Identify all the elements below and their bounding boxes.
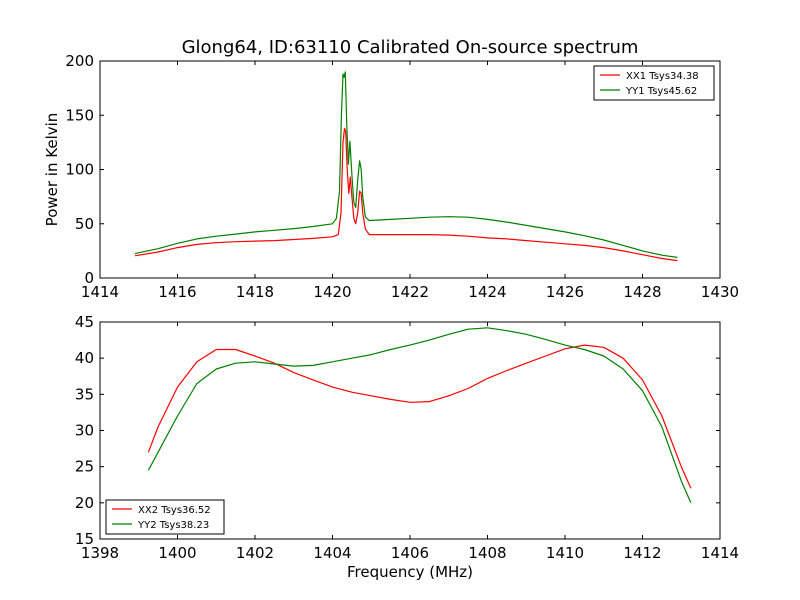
- x-tick-label: 1410: [546, 544, 584, 562]
- y-tick-label: 100: [65, 161, 94, 179]
- x-axis-label: Frequency (MHz): [347, 563, 473, 581]
- legend-box: [593, 65, 715, 101]
- x-tick-label: 1408: [468, 544, 506, 562]
- y-tick-label: 45: [75, 313, 94, 331]
- y-tick-label: 20: [75, 494, 94, 512]
- x-tick-label: 1406: [391, 544, 429, 562]
- bottom-plot-panel: 1398 1400 1402 1404 1406 1408 1410 1412 1414 15 20…: [75, 313, 739, 581]
- y-tick-label: 30: [75, 422, 94, 440]
- x-tick-label: 1412: [623, 544, 661, 562]
- legend-label: YY2 Tsys38.23: [137, 520, 209, 531]
- y-tick-label: 25: [75, 458, 94, 476]
- x-tick-label: 1404: [313, 544, 351, 562]
- y-tick-label: 15: [75, 530, 94, 548]
- x-tick-label: 1414: [701, 544, 739, 562]
- y-tick-label: 0: [84, 269, 94, 287]
- legend: XX2 Tsys36.52 YY2 Tsys38.23: [105, 499, 225, 535]
- series-line-yy1: [134, 71, 678, 258]
- legend-label: XX2 Tsys36.52: [138, 505, 211, 516]
- x-tick-label: 1418: [236, 283, 274, 301]
- y-tick-label: 40: [75, 349, 94, 367]
- series-line-xx2: [147, 344, 692, 489]
- series-line-xx1: [134, 127, 678, 262]
- x-tick-label: 1402: [236, 544, 274, 562]
- x-tick-label: 1426: [546, 283, 584, 301]
- legend-label: XX1 Tsys34.38: [626, 71, 699, 82]
- x-tick-label: 1422: [391, 283, 429, 301]
- legend-label: YY1 Tsys45.62: [625, 86, 697, 97]
- x-tick-label: 1400: [158, 544, 196, 562]
- y-tick-label: 200: [65, 52, 94, 70]
- x-tick-label: 1416: [158, 283, 196, 301]
- x-tick-label: 1424: [468, 283, 506, 301]
- top-plot-panel: 1414 1416 1418 1420 1422 1424 1426 1428 1430 0 50 1…: [43, 52, 739, 301]
- y-tick-label: 50: [75, 215, 94, 233]
- series-line-yy2: [147, 327, 692, 504]
- y-tick-label: 35: [75, 385, 94, 403]
- x-tick-label: 1398: [81, 544, 119, 562]
- y-tick-label: 150: [65, 106, 94, 124]
- x-tick-label: 1430: [701, 283, 739, 301]
- x-tick-label: 1428: [623, 283, 661, 301]
- legend-box: [105, 499, 225, 535]
- x-tick-label: 1420: [313, 283, 351, 301]
- legend: XX1 Tsys34.38 YY1 Tsys45.62: [593, 65, 715, 101]
- y-axis-label: Power in Kelvin: [43, 113, 61, 227]
- x-tick-label: 1414: [81, 283, 119, 301]
- figure-title: Glong64, ID:63110 Calibrated On-source s…: [182, 37, 639, 58]
